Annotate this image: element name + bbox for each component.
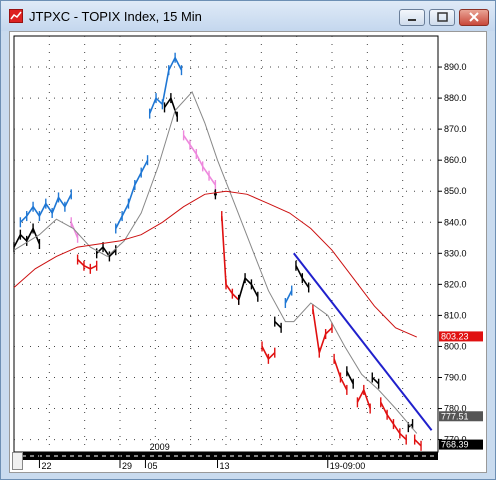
minimize-button[interactable] — [399, 9, 425, 26]
price-segment — [284, 290, 293, 304]
maximize-icon — [437, 12, 448, 22]
chart-scroll-handle[interactable] — [12, 452, 23, 470]
price-label: 777.51 — [441, 411, 469, 421]
y-tick-label: 880.0 — [444, 93, 467, 103]
chart-area[interactable]: 890.0 880.0 870.0 860.0 850.0 840.0 830.0 820.0… — [9, 31, 487, 473]
price-segment — [96, 245, 117, 258]
price-label-box — [439, 331, 483, 342]
series-line-2 — [13, 190, 418, 338]
price-label: 768.39 — [441, 440, 469, 450]
y-tick-label: 820.0 — [444, 279, 467, 289]
window-title: JTPXC - TOPIX Index, 15 Min — [29, 9, 202, 24]
maximize-button[interactable] — [429, 9, 455, 26]
y-tick-label: 850.0 — [444, 186, 467, 196]
price-label-box — [439, 439, 483, 450]
y-tick-label: 810.0 — [444, 310, 467, 320]
price-segment — [115, 159, 149, 229]
minimize-icon — [408, 19, 416, 21]
price-label: 803.23 — [441, 331, 469, 341]
price-segment — [414, 439, 422, 447]
price-segment — [274, 321, 282, 329]
y-tick-label: 890.0 — [444, 62, 467, 72]
x-tick-label: 13 — [220, 461, 230, 471]
price-segment — [237, 276, 259, 301]
y-tick-label: 800.0 — [444, 341, 467, 351]
price-segment — [148, 55, 183, 114]
price-segment — [312, 309, 333, 353]
x-tick-label: 22 — [41, 461, 51, 471]
y-tick-label: 860.0 — [444, 155, 467, 165]
price-chart[interactable]: 890.0 880.0 870.0 860.0 850.0 840.0 830.0 820.0… — [10, 32, 486, 472]
price-segment — [182, 134, 217, 186]
price-segment — [77, 258, 98, 270]
x-tick-label: 19-09:00 — [330, 461, 366, 471]
y-tick-label: 830.0 — [444, 248, 467, 258]
price-label-box — [439, 411, 483, 422]
y-tick-label: 870.0 — [444, 124, 467, 134]
x-tick-label: 05 — [147, 461, 157, 471]
year-label: 2009 — [150, 442, 170, 452]
y-tick-label: 790.0 — [444, 372, 467, 382]
series-line-3 — [293, 252, 433, 431]
close-button[interactable] — [459, 9, 489, 26]
price-segment — [346, 370, 354, 385]
price-segment — [221, 216, 240, 301]
chart-app-icon[interactable] — [9, 9, 23, 23]
y-tick-label: 840.0 — [444, 217, 467, 227]
chart-glyph — [10, 11, 22, 20]
title-bar[interactable]: JTPXC - TOPIX Index, 15 Min — [1, 1, 495, 31]
series-line-1 — [13, 90, 418, 434]
price-segment — [371, 376, 380, 385]
x-tick-label: 29 — [122, 461, 132, 471]
y-tick-label: 780.0 — [444, 404, 467, 414]
close-icon — [469, 12, 479, 22]
